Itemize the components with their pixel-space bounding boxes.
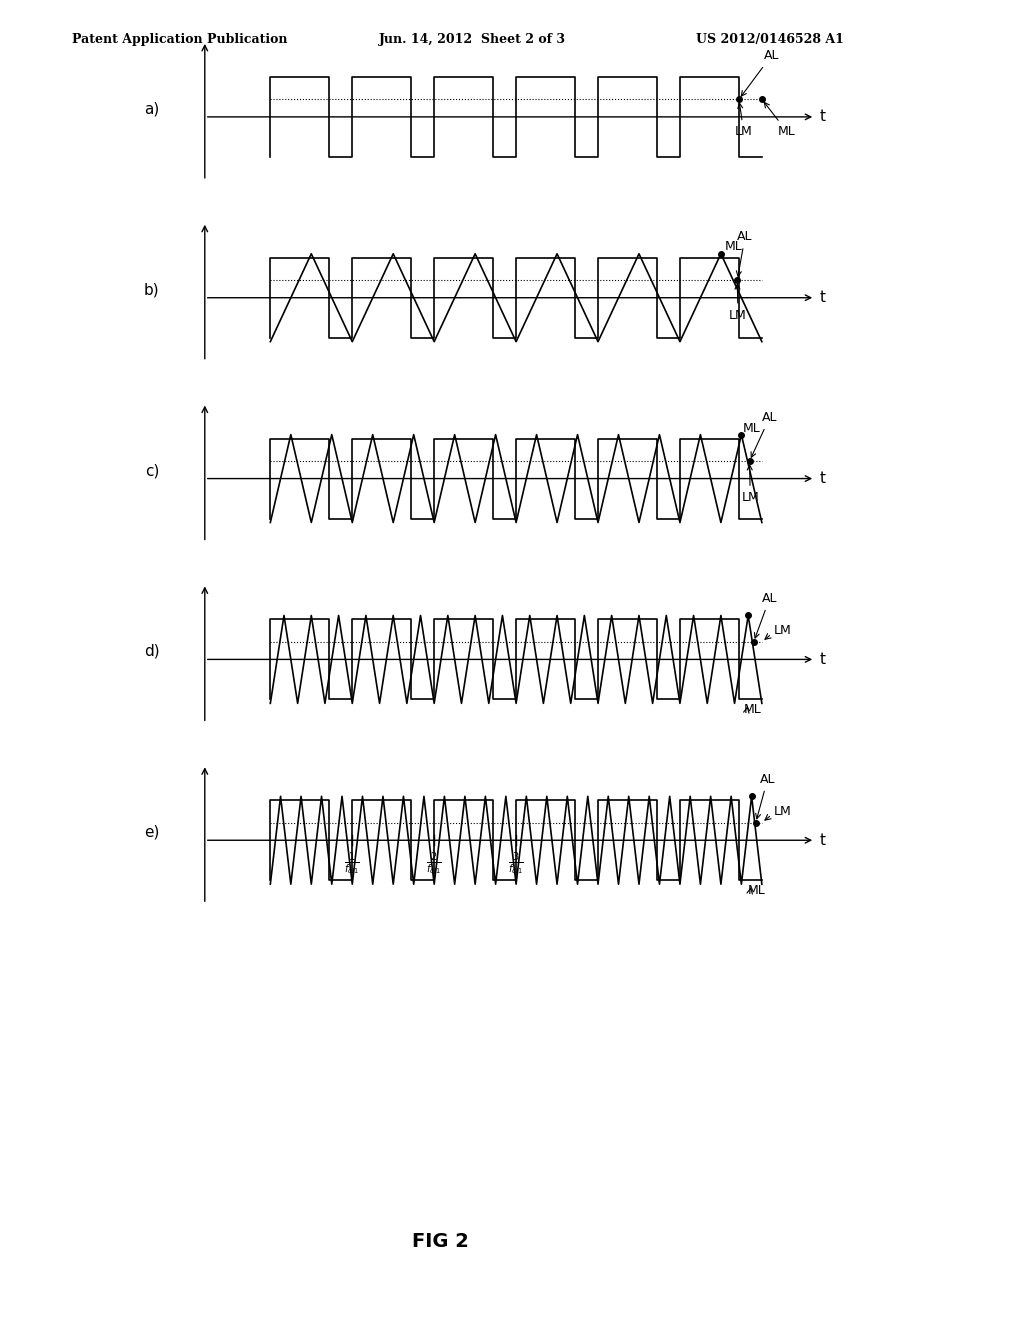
Text: t: t: [819, 833, 825, 847]
Text: t: t: [819, 471, 825, 486]
Text: $\frac{1}{f_{cl1}}$: $\frac{1}{f_{cl1}}$: [344, 850, 360, 876]
Text: t: t: [819, 652, 825, 667]
Text: ML: ML: [748, 884, 765, 896]
Text: LM: LM: [729, 284, 746, 322]
Text: Patent Application Publication: Patent Application Publication: [72, 33, 287, 46]
Text: c): c): [145, 463, 160, 478]
Text: ML: ML: [743, 422, 761, 436]
Text: $\frac{3}{f_{cl1}}$: $\frac{3}{f_{cl1}}$: [508, 850, 524, 876]
Text: ML: ML: [744, 704, 762, 715]
Text: AL: AL: [755, 591, 777, 638]
Text: AL: AL: [756, 772, 775, 818]
Text: d): d): [144, 644, 160, 659]
Text: LM: LM: [774, 624, 792, 636]
Text: b): b): [144, 282, 160, 297]
Text: LM: LM: [735, 103, 753, 139]
Text: AL: AL: [741, 49, 779, 96]
Text: t: t: [819, 290, 825, 305]
Text: ML: ML: [764, 103, 796, 139]
Text: $\frac{2}{f_{cl1}}$: $\frac{2}{f_{cl1}}$: [426, 850, 442, 876]
Text: AL: AL: [736, 230, 753, 276]
Text: US 2012/0146528 A1: US 2012/0146528 A1: [696, 33, 844, 46]
Text: t: t: [819, 110, 825, 124]
Text: e): e): [144, 825, 160, 840]
Text: AL: AL: [751, 411, 777, 457]
Text: LM: LM: [774, 805, 792, 817]
Text: LM: LM: [741, 465, 759, 504]
Text: FIG 2: FIG 2: [412, 1233, 469, 1251]
Text: Jun. 14, 2012  Sheet 2 of 3: Jun. 14, 2012 Sheet 2 of 3: [379, 33, 566, 46]
Text: a): a): [144, 102, 160, 116]
Text: ML: ML: [725, 240, 742, 253]
